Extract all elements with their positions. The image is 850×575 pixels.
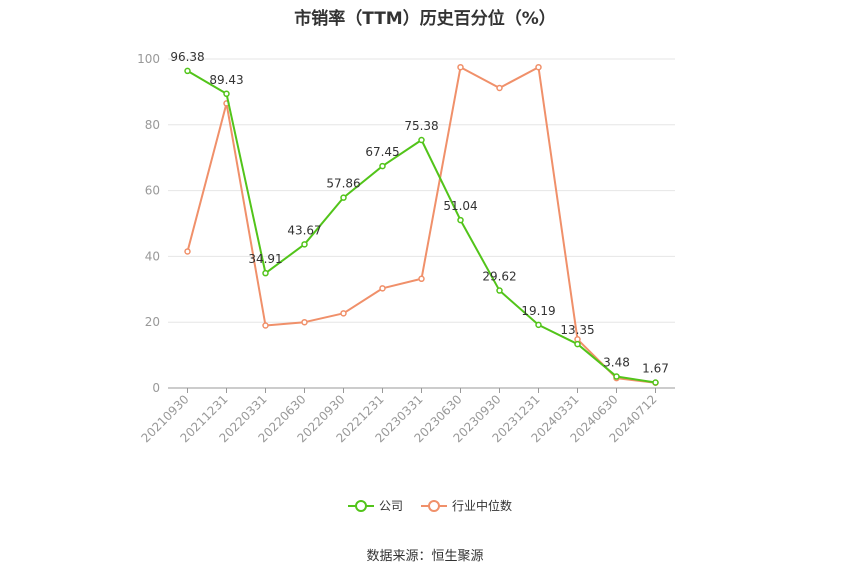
data-point xyxy=(262,269,269,277)
legend-item: 行业中位数 xyxy=(421,498,512,513)
data-point xyxy=(340,194,347,201)
grid-layer xyxy=(168,58,675,323)
data-label: 51.04 xyxy=(443,199,477,213)
data-label: 29.62 xyxy=(482,270,516,284)
data-point xyxy=(301,318,308,326)
y-tick-label: 80 xyxy=(145,118,160,132)
data-point xyxy=(496,287,503,294)
source-note: 数据来源：恒生聚源 xyxy=(366,549,484,564)
data-label: 13.35 xyxy=(560,323,594,337)
data-label: 67.45 xyxy=(365,145,399,159)
data-point xyxy=(652,379,659,386)
y-tick-label: 60 xyxy=(145,184,160,198)
data-point xyxy=(379,162,386,170)
data-label: 89.43 xyxy=(209,73,243,87)
data-label: 1.67 xyxy=(642,362,669,376)
chart-title: 市销率（TTM）历史百分位（%） xyxy=(294,9,556,29)
legend-swatch-marker xyxy=(355,500,367,512)
legend-label: 行业中位数 xyxy=(452,498,512,513)
data-label: 34.91 xyxy=(248,252,282,266)
y-tick-label: 20 xyxy=(145,315,160,329)
y-tick-label: 100 xyxy=(137,52,160,66)
data-point xyxy=(184,67,191,75)
data-label: 19.19 xyxy=(521,304,555,318)
y-tick-label: 0 xyxy=(152,381,160,395)
legend-label: 公司 xyxy=(379,499,403,513)
legend-swatch-marker xyxy=(428,500,440,512)
label-layer: 96.38 89.43 34.91 43.67 57.86 67.45 75.38 51.04… xyxy=(170,50,669,376)
series-layer xyxy=(184,63,659,386)
data-label: 96.38 xyxy=(170,50,204,64)
data-point xyxy=(301,241,308,248)
data-point xyxy=(418,136,425,144)
data-label: 3.48 xyxy=(603,356,630,370)
data-point xyxy=(223,90,230,98)
data-point xyxy=(379,285,386,292)
data-point xyxy=(535,63,542,71)
data-point xyxy=(535,321,542,329)
data-point xyxy=(574,340,581,348)
axis-layer: 0204060801002021093020211231202203312022… xyxy=(137,52,675,445)
data-point xyxy=(613,373,620,380)
data-point xyxy=(184,248,191,255)
legend: 公司 行业中位数 xyxy=(348,498,512,513)
data-point xyxy=(457,63,464,71)
data-point xyxy=(262,322,269,329)
data-label: 75.38 xyxy=(404,119,438,133)
data-point xyxy=(457,216,464,224)
y-tick-label: 40 xyxy=(145,249,160,263)
data-label: 43.67 xyxy=(287,223,321,237)
data-label: 57.86 xyxy=(326,177,360,191)
legend-item: 公司 xyxy=(348,499,403,513)
data-point xyxy=(418,275,425,283)
data-point xyxy=(496,84,503,92)
data-point xyxy=(340,310,347,317)
